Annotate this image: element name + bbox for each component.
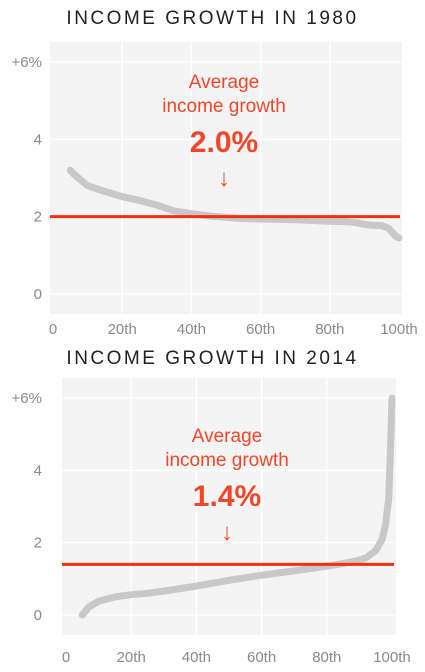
plot-area — [50, 42, 402, 314]
plot-area — [62, 378, 396, 635]
income-growth-curve — [66, 166, 403, 242]
annotation-value: 2.0% — [190, 126, 258, 159]
annotation-label-line1: Average — [189, 72, 259, 93]
x-tick-label: 100th — [373, 649, 411, 666]
x-tick-label: 40th — [177, 321, 206, 338]
x-tick-label: 60th — [247, 649, 276, 666]
y-tick-label: 2 — [34, 209, 42, 226]
down-arrow-icon: ↓ — [218, 165, 230, 192]
annotation-label-line2: income growth — [165, 450, 289, 471]
y-tick-label: 4 — [34, 462, 42, 479]
x-tick-label: 40th — [182, 649, 211, 666]
y-tick-label: +6% — [12, 390, 42, 407]
chart-title-2014: INCOME GROWTH IN 2014 — [66, 348, 359, 369]
chart-1980: 0 2 4 +6% 0 20th 40th 60th 80th 100th Average incom… — [12, 42, 418, 338]
annotation-label-line2: income growth — [162, 96, 286, 117]
annotation-label-line1: Average — [192, 426, 262, 447]
y-tick-label: 4 — [34, 131, 42, 148]
chart-title-1980: INCOME GROWTH IN 1980 — [66, 8, 359, 29]
down-arrow-icon: ↓ — [221, 519, 233, 546]
x-tick-label: 100th — [380, 321, 418, 338]
x-tick-label: 0 — [62, 649, 70, 666]
y-tick-label: 2 — [34, 535, 42, 552]
x-tick-label: 60th — [246, 321, 275, 338]
x-tick-label: 20th — [108, 321, 137, 338]
x-tick-label: 80th — [312, 649, 341, 666]
chart-panel-2014: INCOME GROWTH IN 2014 0 2 4 +6% 0 20th 40th 60t… — [0, 340, 425, 672]
chart-panel-1980: INCOME GROWTH IN 1980 0 2 4 +6% 0 20th 40th 60t… — [12, 8, 418, 338]
y-tick-label: 0 — [34, 607, 42, 624]
x-tick-label: 0 — [49, 321, 57, 338]
annotation-value: 1.4% — [193, 480, 261, 513]
income-growth-curve — [78, 394, 396, 619]
x-tick-label: 20th — [117, 649, 146, 666]
x-tick-label: 80th — [315, 321, 344, 338]
y-tick-label: 0 — [34, 286, 42, 303]
chart-2014: 0 2 4 +6% 0 20th 40th 60th 80th 100th Average incom… — [12, 378, 411, 666]
y-tick-label: +6% — [12, 54, 42, 71]
